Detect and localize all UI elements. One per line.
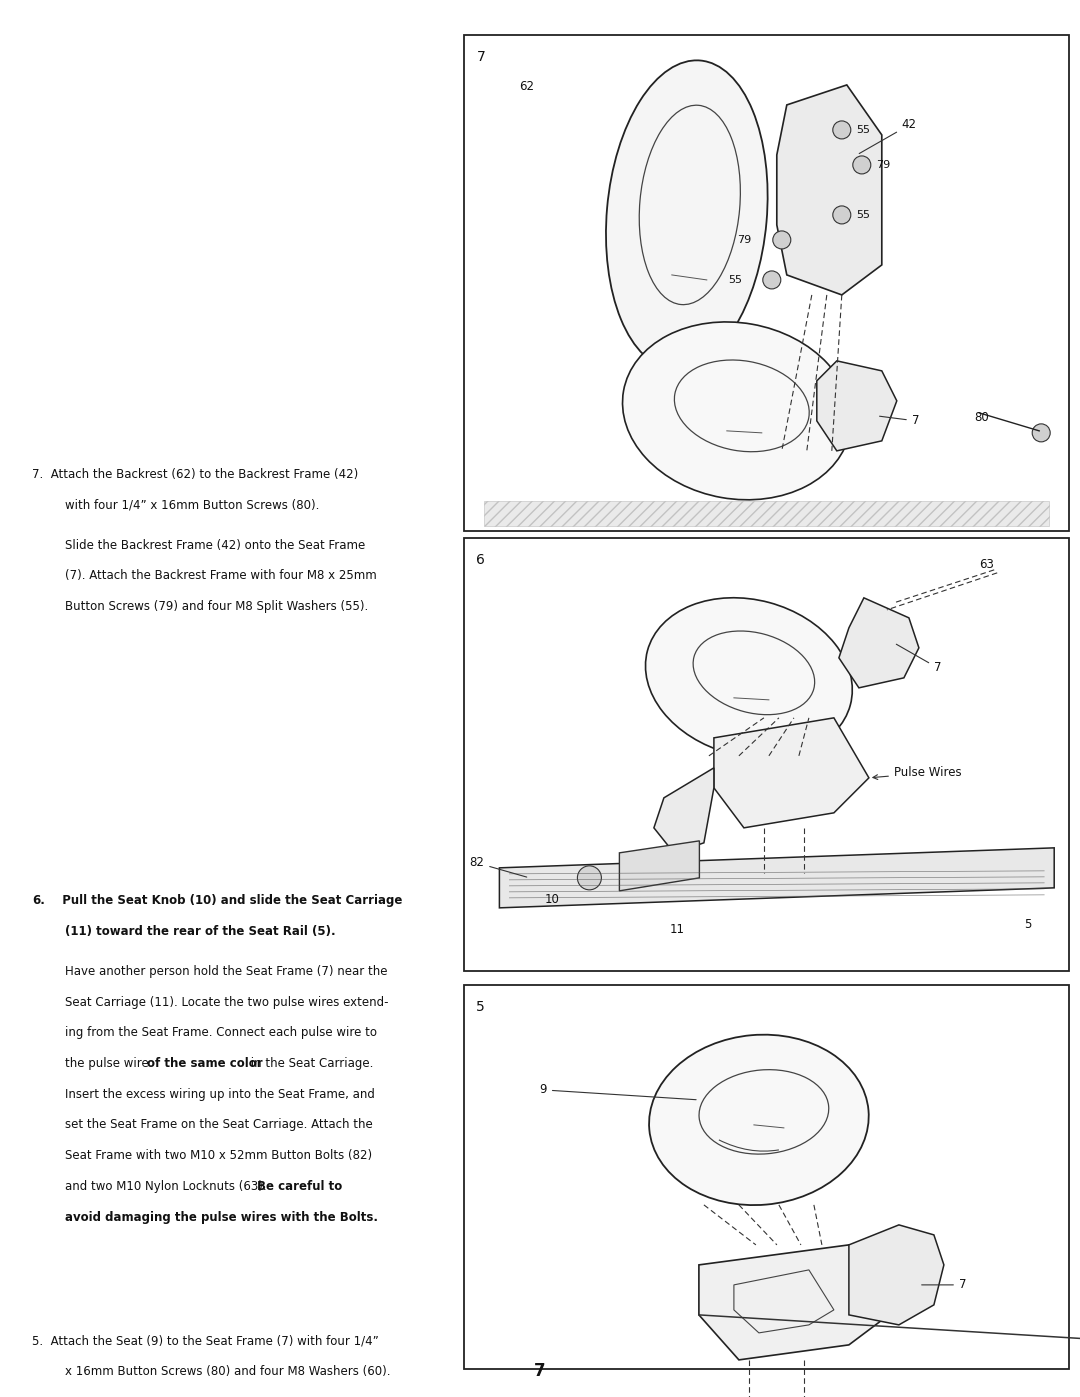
Text: x 16mm Button Screws (80) and four M8 Washers (60).: x 16mm Button Screws (80) and four M8 Wa… [65, 1365, 390, 1377]
Text: Be careful to: Be careful to [257, 1180, 342, 1193]
Text: 7.  Attach the Backrest (62) to the Backrest Frame (42): 7. Attach the Backrest (62) to the Backr… [32, 468, 359, 481]
Text: 63: 63 [980, 557, 994, 571]
Bar [464, 35, 1069, 531]
Text: Seat Carriage (11). Locate the two pulse wires extend-: Seat Carriage (11). Locate the two pulse… [65, 996, 389, 1009]
Text: avoid damaging the pulse wires with the Bolts.: avoid damaging the pulse wires with the … [65, 1211, 378, 1224]
Text: 7: 7 [896, 644, 942, 675]
Text: 7: 7 [879, 415, 919, 427]
Text: 55: 55 [855, 124, 869, 136]
Text: 11: 11 [670, 923, 685, 936]
Bar [464, 538, 1069, 971]
Text: 42: 42 [860, 119, 917, 154]
Circle shape [762, 271, 781, 289]
Text: 7: 7 [535, 1362, 545, 1380]
Polygon shape [653, 768, 714, 852]
Polygon shape [816, 360, 896, 451]
Text: 62: 62 [519, 80, 535, 94]
Bar [464, 985, 1069, 1369]
Circle shape [578, 866, 602, 890]
Text: 7: 7 [921, 1278, 967, 1291]
Text: 79: 79 [876, 159, 890, 170]
Text: Button Screws (79) and four M8 Split Washers (55).: Button Screws (79) and four M8 Split Was… [65, 601, 368, 613]
Circle shape [1032, 423, 1050, 441]
Text: Insert the excess wiring up into the Seat Frame, and: Insert the excess wiring up into the Sea… [65, 1088, 375, 1101]
Text: the pulse wire: the pulse wire [65, 1058, 152, 1070]
Text: 55: 55 [855, 210, 869, 219]
Text: in the Seat Carriage.: in the Seat Carriage. [247, 1058, 374, 1070]
Circle shape [833, 205, 851, 224]
Text: Pull the Seat Knob (10) and slide the Seat Carriage: Pull the Seat Knob (10) and slide the Se… [54, 894, 403, 907]
Circle shape [833, 122, 851, 138]
Text: set the Seat Frame on the Seat Carriage. Attach the: set the Seat Frame on the Seat Carriage.… [65, 1119, 373, 1132]
Polygon shape [499, 848, 1054, 908]
Circle shape [853, 156, 870, 173]
Text: 82: 82 [470, 856, 527, 877]
Ellipse shape [622, 321, 851, 500]
Text: 80: 80 [974, 411, 989, 423]
Polygon shape [620, 841, 700, 891]
Text: Pulse Wires: Pulse Wires [873, 767, 961, 780]
Text: 6.: 6. [32, 894, 45, 907]
Text: 7: 7 [476, 50, 485, 64]
Text: (7). Attach the Backrest Frame with four M8 x 25mm: (7). Attach the Backrest Frame with four… [65, 570, 377, 583]
Text: and two M10 Nylon Locknuts (63).: and two M10 Nylon Locknuts (63). [65, 1180, 270, 1193]
Text: 5: 5 [1024, 918, 1031, 930]
Text: 5: 5 [476, 1000, 485, 1014]
Text: Have another person hold the Seat Frame (7) near the: Have another person hold the Seat Frame … [65, 965, 388, 978]
Text: of the same color: of the same color [147, 1058, 262, 1070]
Ellipse shape [649, 1035, 868, 1206]
Polygon shape [849, 1225, 944, 1324]
Ellipse shape [646, 598, 852, 759]
Text: ing from the Seat Frame. Connect each pulse wire to: ing from the Seat Frame. Connect each pu… [65, 1027, 377, 1039]
Text: Slide the Backrest Frame (42) onto the Seat Frame: Slide the Backrest Frame (42) onto the S… [65, 539, 365, 552]
Polygon shape [839, 598, 919, 687]
Text: 79: 79 [738, 235, 752, 244]
Ellipse shape [606, 60, 768, 369]
Polygon shape [699, 1245, 889, 1359]
Text: (11) toward the rear of the Seat Rail (5).: (11) toward the rear of the Seat Rail (5… [65, 925, 336, 937]
Circle shape [773, 231, 791, 249]
Text: 9: 9 [539, 1084, 697, 1099]
Text: 5.  Attach the Seat (9) to the Seat Frame (7) with four 1/4”: 5. Attach the Seat (9) to the Seat Frame… [32, 1334, 379, 1347]
Text: 10: 10 [544, 893, 559, 905]
Text: with four 1/4” x 16mm Button Screws (80).: with four 1/4” x 16mm Button Screws (80)… [65, 499, 320, 511]
Text: Seat Frame with two M10 x 52mm Button Bolts (82): Seat Frame with two M10 x 52mm Button Bo… [65, 1150, 372, 1162]
Polygon shape [714, 718, 869, 828]
Polygon shape [777, 85, 881, 295]
Text: 55: 55 [728, 275, 742, 285]
Text: 6: 6 [476, 553, 485, 567]
